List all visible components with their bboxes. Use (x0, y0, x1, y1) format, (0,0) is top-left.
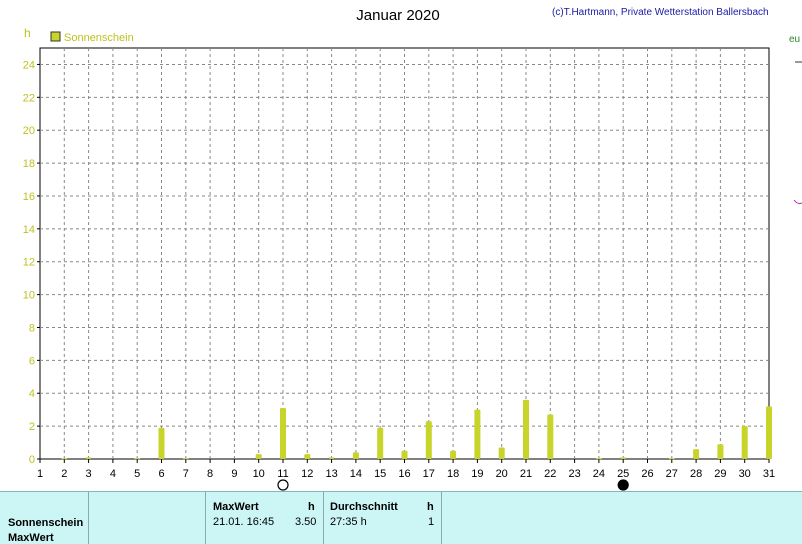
chart-title: Januar 2020 (356, 7, 439, 24)
bar (547, 414, 554, 459)
x-tick-label: 6 (158, 468, 164, 480)
x-tick-label: 20 (496, 468, 508, 480)
legend-swatch (50, 31, 61, 42)
stats-avg-cell: Durchschnitt h 27:35 h 1 (324, 492, 442, 544)
x-tick-label: 25 (617, 468, 629, 480)
x-tick-label: 5 (134, 468, 140, 480)
x-tick-label: 3 (86, 468, 92, 480)
bar (766, 406, 772, 459)
bar (255, 454, 262, 459)
y-tick-label: 4 (29, 388, 35, 400)
x-tick-label: 27 (666, 468, 678, 480)
x-tick-label: 18 (447, 468, 459, 480)
y-tick-label: 10 (23, 290, 35, 302)
full-moon-icon (277, 479, 289, 491)
x-tick-label: 23 (568, 468, 580, 480)
bar (61, 458, 68, 460)
x-tick-label: 14 (350, 468, 362, 480)
y-tick-label: 24 (23, 59, 35, 71)
x-tick-label: 17 (423, 468, 435, 480)
max-time: 21.01. 16:45 (213, 516, 275, 528)
x-tick-label: 30 (739, 468, 751, 480)
bar (401, 450, 408, 459)
x-tick-label: 1 (37, 468, 43, 480)
x-tick-label: 11 (277, 468, 288, 480)
stats-label-cell: Sonnenschein MaxWert (0, 492, 89, 544)
y-tick-label: 6 (29, 355, 35, 367)
x-tick-label: 26 (641, 468, 653, 480)
x-tick-label: 22 (544, 468, 556, 480)
avg-unit: h (427, 501, 434, 513)
grid-lines (40, 48, 769, 459)
stats-label-sunshine: Sonnenschein (8, 517, 84, 529)
y-tick-label: 0 (29, 454, 35, 466)
avg-value: 27:35 h (330, 516, 367, 528)
stats-max-cell: MaxWert h 21.01. 16:45 3.50 (206, 492, 324, 544)
bar (668, 458, 675, 460)
y-tick-label: 8 (29, 322, 35, 334)
y-tick-label: 12 (23, 257, 35, 269)
avg-header: Durchschnitt (330, 501, 398, 513)
max-header: MaxWert (213, 501, 259, 513)
bar (595, 458, 602, 460)
bar (352, 452, 359, 459)
x-tick-label: 24 (593, 468, 605, 480)
stats-empty-cell (89, 492, 206, 544)
bar (450, 450, 457, 459)
bar (523, 399, 529, 459)
stats-label-maxwert: MaxWert (8, 532, 54, 544)
bar (717, 444, 724, 459)
bar (741, 426, 748, 459)
bar (280, 408, 286, 459)
bar (377, 427, 384, 459)
stats-panel: Sonnenschein MaxWert MaxWert h 21.01. 16… (0, 491, 802, 544)
avg-count: 1 (428, 516, 435, 528)
bar (304, 454, 311, 459)
bar (693, 449, 700, 459)
x-tick-label: 7 (183, 468, 189, 480)
x-axis-ticks: 1 2 3 4 5 6 7 8 9 10 11 12 13 14 15 16 17 18 19 20 21 22 23 24 2… (37, 459, 775, 480)
right-edge-fragment: eu (789, 34, 800, 45)
x-tick-label: 12 (301, 468, 313, 480)
y-tick-label: 22 (23, 92, 35, 104)
x-tick-label: 28 (690, 468, 702, 480)
y-tick-label: 18 (23, 158, 35, 170)
y-tick-label: 14 (23, 224, 35, 236)
new-moon-icon (617, 479, 629, 491)
x-tick-label: 4 (110, 468, 116, 480)
bar (620, 457, 627, 459)
x-tick-label: 15 (374, 468, 386, 480)
x-tick-label: 21 (520, 468, 532, 480)
y-tick-label: 16 (23, 191, 35, 203)
max-value: 3.50 (295, 516, 317, 528)
bar (158, 427, 165, 459)
bar (134, 458, 141, 460)
x-tick-label: 19 (471, 468, 483, 480)
moon-phases (277, 479, 629, 491)
x-tick-label: 8 (207, 468, 213, 480)
y-tick-label: 20 (23, 125, 35, 137)
legend-label: Sonnenschein (64, 32, 134, 44)
max-unit: h (308, 501, 315, 513)
y-axis-unit: h (24, 26, 31, 40)
x-tick-label: 2 (61, 468, 67, 480)
right-edge-curve (793, 199, 802, 205)
bars (61, 399, 772, 460)
bar (474, 409, 481, 459)
x-tick-label: 16 (398, 468, 410, 480)
y-tick-label: 2 (29, 421, 35, 433)
bar (328, 457, 335, 459)
copyright-text: (c)T.Hartmann, Private Wetterstation Bal… (552, 7, 769, 18)
x-tick-label: 10 (253, 468, 265, 480)
bar (425, 421, 432, 459)
x-tick-label: 13 (325, 468, 337, 480)
sunshine-chart: Januar 2020 (c)T.Hartmann, Private Wette… (23, 7, 802, 491)
bar (498, 447, 505, 459)
bar (85, 457, 92, 459)
x-tick-label: 29 (714, 468, 726, 480)
x-tick-label: 31 (763, 468, 775, 480)
x-tick-label: 9 (231, 468, 237, 480)
bar (182, 458, 189, 460)
